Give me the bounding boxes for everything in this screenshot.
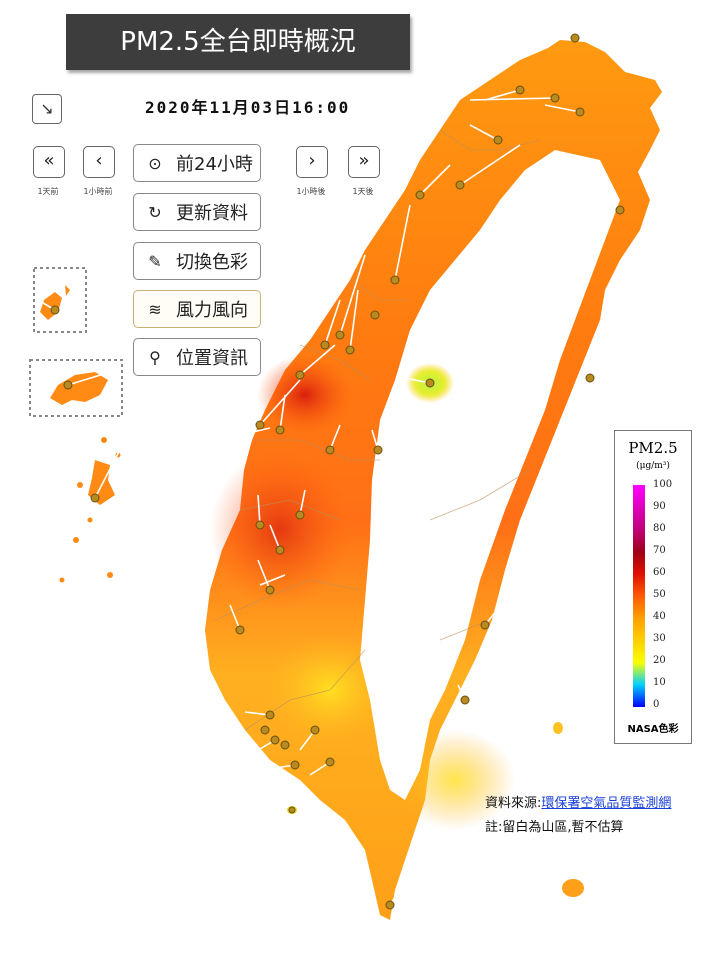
timestamp: 2020年11月03日16:00 xyxy=(145,98,351,117)
legend-footer: NASA色彩 xyxy=(627,724,679,735)
green-island xyxy=(553,722,563,734)
wind-icon: ≋ xyxy=(148,299,162,319)
map-pin-icon: ⚲ xyxy=(149,347,161,367)
past-24h-label: 前24小時 xyxy=(176,154,253,175)
legend-tick: 10 xyxy=(653,677,666,688)
mountain-blank-area xyxy=(360,150,620,800)
double-chevron-left-icon: « xyxy=(43,150,55,171)
prev-hour-caption: 1小時前 xyxy=(83,187,113,196)
hotspot-chiayi xyxy=(210,450,350,610)
yellow-zone-east xyxy=(395,730,515,830)
orchid-island xyxy=(562,879,584,897)
location-info-label: 位置資訊 xyxy=(176,348,248,369)
next-hour-caption: 1小時後 xyxy=(296,187,326,196)
matsu-inset-frame xyxy=(33,267,87,333)
legend-unit: (μg/m³) xyxy=(636,461,670,471)
wind-direction-label: 風力風向 xyxy=(176,300,248,321)
switch-color-button[interactable]: ✎ 切換色彩 xyxy=(133,242,261,280)
station-markers xyxy=(50,33,625,910)
legend-tick: 0 xyxy=(653,699,660,710)
legend-tick: 80 xyxy=(653,523,666,534)
location-info-button[interactable]: ⚲ 位置資訊 xyxy=(133,338,261,376)
double-chevron-right-icon: » xyxy=(358,150,370,171)
hotspot-taichung xyxy=(257,355,353,435)
prev-day-caption: 1天前 xyxy=(37,187,59,196)
prev-hour-button[interactable]: ‹ xyxy=(83,146,115,178)
chevron-right-icon: › xyxy=(308,150,316,171)
play-circle-icon: ⊙ xyxy=(148,153,162,173)
data-source-prefix: 資料來源: xyxy=(485,796,542,811)
county-borders xyxy=(214,129,541,731)
legend-color-bar xyxy=(633,485,645,707)
legend-tick: 50 xyxy=(653,589,666,600)
page-title: PM2.5全台即時概況 xyxy=(66,14,410,70)
kinmen-inset-frame xyxy=(29,359,123,417)
next-day-caption: 1天後 xyxy=(352,187,374,196)
data-source-link[interactable]: 環保署空氣品質監測網 xyxy=(541,796,672,811)
penghu-islands xyxy=(59,437,121,583)
chevron-left-icon: ‹ xyxy=(95,150,103,171)
legend-tick: 70 xyxy=(653,545,666,556)
paint-brush-icon: ✎ xyxy=(148,251,162,271)
next-hour-button[interactable]: › xyxy=(296,146,328,178)
legend-tick: 100 xyxy=(653,479,673,490)
refresh-data-button[interactable]: ↻ 更新資料 xyxy=(133,193,261,231)
switch-color-label: 切換色彩 xyxy=(176,252,248,273)
legend-title: PM2.5 xyxy=(628,439,678,457)
data-source: 資料來源:環保署空氣品質監測網 xyxy=(485,792,671,811)
pm25-legend: PM2.5 (μg/m³) 100 90 80 70 60 50 40 30 2… xyxy=(614,430,692,744)
legend-tick: 60 xyxy=(653,567,666,578)
prev-day-button[interactable]: « xyxy=(33,146,65,178)
legend-tick: 90 xyxy=(653,501,666,512)
next-day-button[interactable]: » xyxy=(348,146,380,178)
past-24h-button[interactable]: ⊙ 前24小時 xyxy=(133,144,261,182)
legend-tick: 20 xyxy=(653,655,666,666)
kinmen-islands xyxy=(50,372,108,405)
arrow-down-right-icon: ↘ xyxy=(40,99,54,118)
legend-tick: 30 xyxy=(653,633,666,644)
legend-tick: 40 xyxy=(653,611,666,622)
matsu-islands xyxy=(40,285,70,320)
refresh-icon: ↻ xyxy=(148,202,162,222)
refresh-data-label: 更新資料 xyxy=(176,203,248,224)
map-note: 註:留白為山區,暫不估算 xyxy=(485,820,624,835)
wind-direction-button[interactable]: ≋ 風力風向 xyxy=(133,290,261,328)
expand-arrow-button[interactable]: ↘ xyxy=(32,94,62,124)
